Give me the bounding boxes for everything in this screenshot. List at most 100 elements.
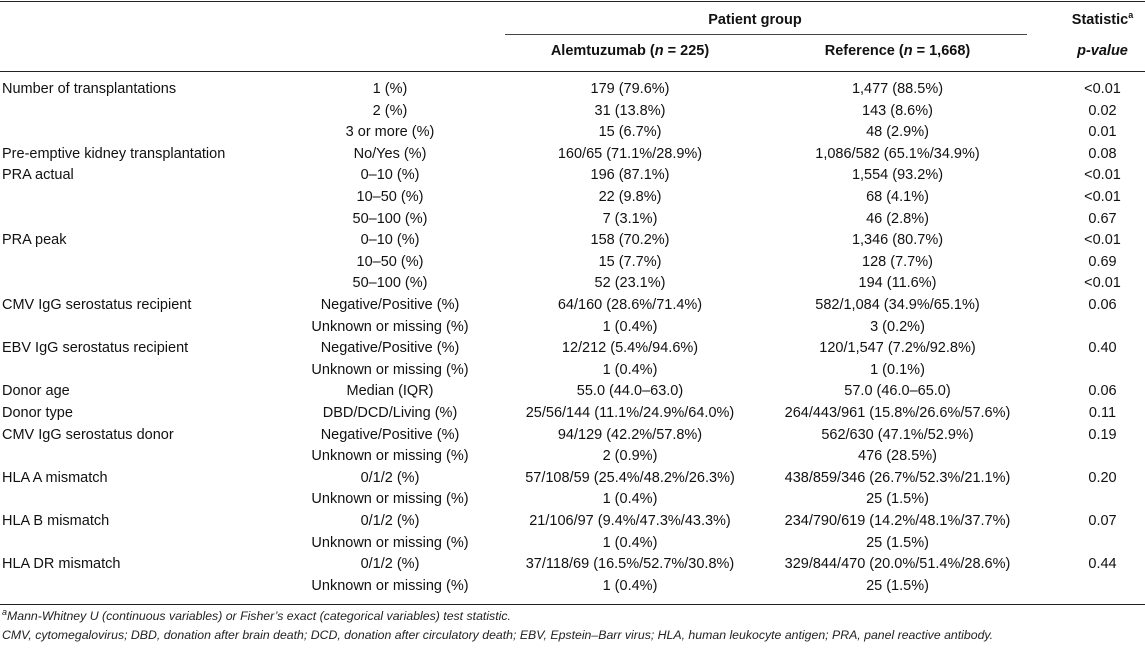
alemtuzumab-prefix: Alemtuzumab ( — [550, 43, 655, 59]
cell-alemtuzumab: 31 (13.8%) — [594, 102, 666, 119]
cell-level: Negative/Positive (%) — [320, 426, 460, 443]
cell-level: DBD/DCD/Living (%) — [322, 405, 458, 421]
bottom-rule — [0, 604, 1145, 605]
cell-alemtuzumab: 22 (9.8%) — [598, 189, 662, 205]
cell-alemtuzumab: 21/106/97 (9.4%/47.3%/43.3%) — [529, 513, 731, 529]
cell-pvalue: 0.06 — [1088, 297, 1117, 313]
cell-alemtuzumab: 1 (0.4%) — [602, 577, 658, 594]
cell-reference: 438/859/346 (26.7%/52.3%/21.1%) — [784, 469, 1011, 486]
cell-pvalue: 0.67 — [1088, 210, 1117, 227]
reference-header: Reference (n = 1,668) — [745, 41, 1050, 63]
cell-variable: Pre-emptive kidney transplantation — [2, 145, 226, 162]
cell-alemtuzumab: 7 (3.1%) — [602, 210, 658, 227]
group-rule — [505, 34, 1027, 35]
cell-level: 0–10 (%) — [360, 167, 420, 184]
cell-level: Unknown or missing (%) — [311, 577, 469, 594]
reference-prefix: Reference ( — [824, 43, 904, 59]
cell-reference: 1,346 (80.7%) — [851, 232, 944, 249]
cell-alemtuzumab: 57/108/59 (25.4%/48.2%/26.3%) — [525, 469, 735, 486]
cell-variable: EBV IgG serostatus recipient — [2, 340, 189, 357]
cell-pvalue: <0.01 — [1084, 232, 1121, 249]
cell-alemtuzumab: 52 (23.1%) — [594, 275, 666, 292]
cell-reference: 1 (0.1%) — [870, 361, 925, 378]
cell-reference: 562/630 (47.1%/52.9%) — [821, 426, 974, 443]
cell-level: Unknown or missing (%) — [311, 534, 469, 551]
alemtuzumab-n: n — [654, 43, 664, 59]
cell-level: 50–100 (%) — [352, 210, 428, 227]
cell-reference: 143 (8.6%) — [862, 102, 933, 119]
footnote-a: aMann-Whitney U (continuous variables) o… — [2, 606, 511, 623]
footnote-abbreviations: CMV, cytomegalovirus; DBD, donation afte… — [2, 628, 994, 642]
cell-variable: Number of transplantations — [2, 81, 177, 97]
cell-level: Unknown or missing (%) — [311, 361, 469, 378]
cell-alemtuzumab: 1 (0.4%) — [602, 534, 658, 551]
cell-level: 1 (%) — [372, 81, 408, 97]
cell-reference: 234/790/619 (14.2%/48.1%/37.7%) — [784, 513, 1011, 529]
cell-reference: 68 (4.1%) — [866, 189, 929, 205]
cell-pvalue: 0.19 — [1088, 426, 1117, 443]
cell-pvalue: <0.01 — [1084, 167, 1121, 184]
cell-variable: PRA actual — [2, 167, 74, 184]
cell-alemtuzumab: 37/118/69 (16.5%/52.7%/30.8%) — [525, 556, 735, 573]
cell-level: 0/1/2 (%) — [360, 513, 420, 529]
cell-alemtuzumab: 12/212 (5.4%/94.6%) — [561, 340, 699, 357]
reference-n: n — [903, 43, 913, 59]
alemtuzumab-suffix: = 225) — [663, 43, 710, 59]
cell-reference: 46 (2.8%) — [866, 210, 929, 227]
pvalue-label: p-value — [1077, 43, 1128, 59]
cell-reference: 476 (28.5%) — [858, 448, 937, 465]
top-rule — [0, 1, 1145, 2]
cell-alemtuzumab: 55.0 (44.0–63.0) — [576, 383, 684, 400]
cell-level: 0/1/2 (%) — [360, 469, 420, 486]
cell-level: Unknown or missing (%) — [311, 448, 469, 465]
cell-alemtuzumab: 160/65 (71.1%/28.9%) — [557, 145, 703, 162]
cell-pvalue: 0.02 — [1088, 102, 1117, 119]
cell-level: No/Yes (%) — [353, 145, 427, 162]
cell-reference: 25 (1.5%) — [866, 534, 929, 551]
cell-alemtuzumab: 196 (87.1%) — [590, 167, 670, 184]
cell-pvalue: 0.44 — [1088, 556, 1117, 573]
cell-pvalue: <0.01 — [1084, 275, 1121, 292]
cell-alemtuzumab: 158 (70.2%) — [590, 232, 670, 249]
cell-level: 10–50 (%) — [356, 189, 424, 205]
reference-suffix: = 1,668) — [912, 43, 971, 59]
cell-variable: CMV IgG serostatus donor — [2, 426, 174, 443]
cell-reference: 1,554 (93.2%) — [851, 167, 944, 184]
cell-reference: 264/443/961 (15.8%/26.6%/57.6%) — [784, 405, 1011, 421]
cell-level: 10–50 (%) — [356, 253, 424, 270]
cell-level: Negative/Positive (%) — [320, 340, 460, 357]
cell-alemtuzumab: 179 (79.6%) — [590, 81, 670, 97]
alemtuzumab-header: Alemtuzumab (n = 225) — [480, 41, 780, 63]
cell-level: 0/1/2 (%) — [360, 556, 420, 573]
cell-pvalue: 0.01 — [1088, 124, 1117, 141]
cell-variable: HLA A mismatch — [2, 469, 108, 486]
cell-reference: 1,086/582 (65.1%/34.9%) — [815, 145, 980, 162]
cell-alemtuzumab: 1 (0.4%) — [602, 361, 658, 378]
cell-alemtuzumab: 64/160 (28.6%/71.4%) — [557, 297, 703, 313]
cell-reference: 3 (0.2%) — [870, 318, 925, 335]
footnote-a-marker: a — [2, 606, 8, 617]
cell-level: Unknown or missing (%) — [311, 318, 469, 335]
cell-level: 50–100 (%) — [352, 275, 428, 292]
cell-alemtuzumab: 15 (6.7%) — [598, 124, 662, 141]
cell-reference: 329/844/470 (20.0%/51.4%/28.6%) — [784, 556, 1011, 573]
cell-level: 0–10 (%) — [360, 232, 420, 249]
cell-variable: Donor type — [2, 405, 73, 421]
cell-level: Unknown or missing (%) — [311, 491, 469, 508]
cell-reference: 57.0 (46.0–65.0) — [844, 383, 951, 400]
cell-alemtuzumab: 1 (0.4%) — [602, 491, 658, 508]
cell-reference: 128 (7.7%) — [862, 253, 933, 270]
cell-level: 2 (%) — [372, 102, 408, 119]
patient-group-header: Patient group — [708, 12, 802, 28]
cell-pvalue: 0.11 — [1088, 405, 1117, 421]
cell-pvalue: 0.08 — [1088, 145, 1117, 162]
cell-pvalue: 0.20 — [1088, 469, 1117, 486]
cell-reference: 194 (11.6%) — [858, 275, 937, 292]
cell-variable: PRA peak — [2, 232, 67, 249]
footnote-a-text: Mann-Whitney U (continuous variables) or… — [7, 609, 511, 623]
cell-pvalue: 0.06 — [1088, 383, 1117, 400]
cell-level: Median (IQR) — [346, 383, 434, 400]
cell-alemtuzumab: 1 (0.4%) — [602, 318, 658, 335]
cell-pvalue: <0.01 — [1084, 189, 1121, 205]
